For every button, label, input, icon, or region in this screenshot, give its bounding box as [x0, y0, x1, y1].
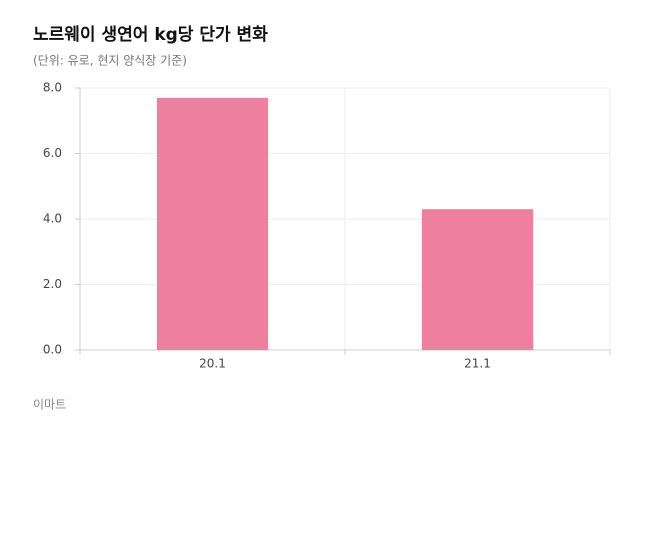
bar — [421, 209, 534, 350]
y-tick-label: 2.0 — [43, 277, 62, 291]
y-tick-label: 0.0 — [43, 343, 62, 357]
source: 이마트 — [33, 398, 66, 412]
y-tick-label: 6.0 — [43, 146, 62, 160]
y-tick-label: 4.0 — [43, 212, 62, 226]
bar — [156, 97, 269, 350]
chart-title: 노르웨이 생연어 kg당 단가 변화 — [33, 25, 268, 45]
chart-subtitle: (단위: 유로, 현지 양식장 기준) — [33, 54, 187, 68]
y-tick-label: 8.0 — [43, 81, 62, 95]
x-tick-label: 20.1 — [199, 357, 226, 371]
x-tick-label: 21.1 — [464, 357, 491, 371]
